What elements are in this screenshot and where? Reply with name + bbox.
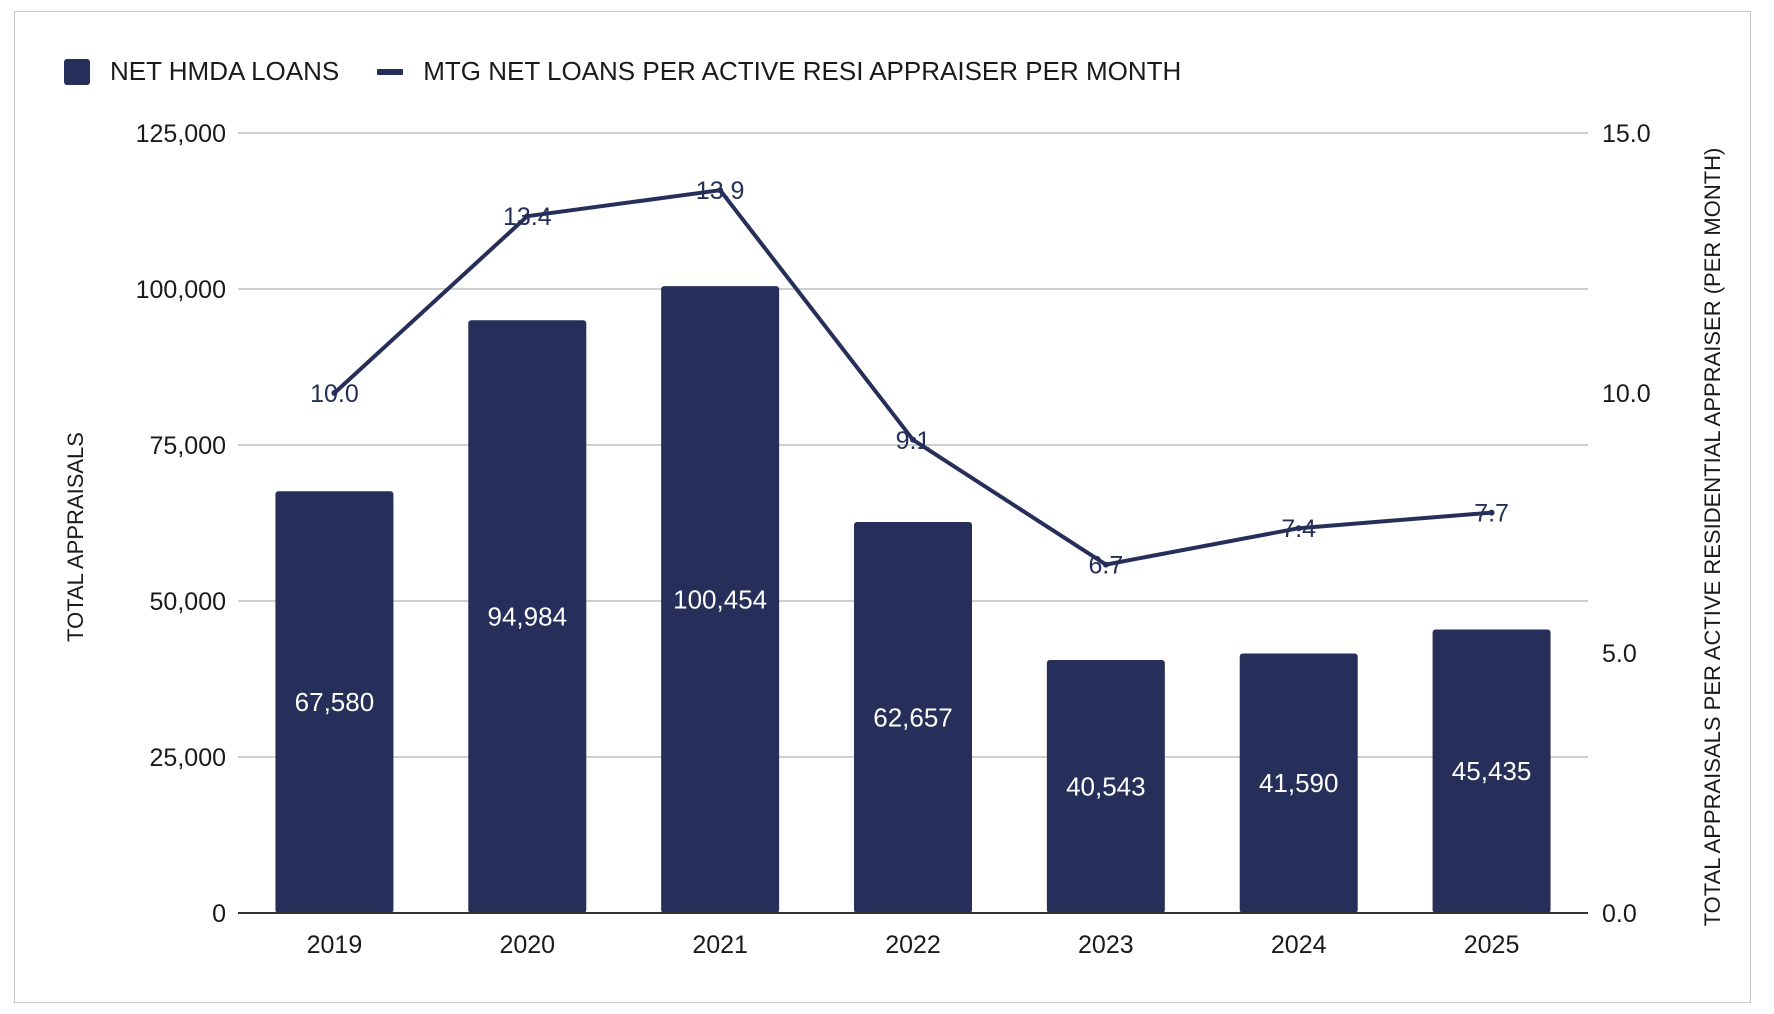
y-tick-label-left: 50,000 (150, 588, 226, 616)
line-data-label: 13.4 (503, 203, 552, 231)
x-tick-label: 2019 (307, 931, 363, 959)
line-point (910, 436, 916, 443)
bar-data-label: 94,984 (488, 602, 568, 632)
legend-bar-swatch (64, 58, 90, 85)
x-tick-label: 2021 (692, 931, 748, 959)
bar (854, 522, 972, 913)
x-tick-label: 2025 (1464, 931, 1520, 959)
y-tick-label-right: 15.0 (1602, 120, 1651, 148)
bar-data-label: 100,454 (673, 585, 767, 615)
legend-label-line: MTG NET LOANS PER ACTIVE RESI APPRAISER … (423, 56, 1182, 86)
x-tick-label: 2020 (499, 931, 555, 959)
line-point (331, 390, 338, 396)
line-data-label: 10.0 (310, 380, 359, 408)
bar-data-label: 40,543 (1066, 772, 1146, 802)
y-tick-label-left: 125,000 (136, 120, 226, 148)
bar (1432, 629, 1551, 913)
y-tick-label-left: 25,000 (150, 744, 226, 772)
bar (661, 286, 780, 913)
line-data-label: 13.9 (696, 177, 745, 205)
y-tick-label-left: 0 (212, 900, 226, 928)
legend-line-swatch (377, 68, 404, 75)
x-tick-label: 2023 (1078, 931, 1134, 959)
bar (468, 320, 587, 914)
legend-label-bars: NET HMDA LOANS (110, 56, 340, 86)
line-data-label: 7.7 (1474, 500, 1509, 528)
line-point (1102, 561, 1109, 568)
line-data-label: 7.4 (1281, 515, 1316, 543)
legend-item-line: MTG NET LOANS PER ACTIVE RESI APPRAISER … (377, 56, 1181, 87)
y-axis-title-right: TOTAL APPRAISALS PER ACTIVE RESIDENTIAL … (1700, 148, 1725, 927)
line-point (1488, 509, 1495, 516)
x-tick-label: 2024 (1271, 931, 1327, 959)
y-tick-label-right: 0.0 (1602, 900, 1637, 928)
bar-data-label: 67,580 (295, 687, 375, 717)
bar-data-label: 45,435 (1452, 756, 1532, 786)
legend-item-bars: NET HMDA LOANS (64, 56, 339, 87)
y-tick-label-right: 5.0 (1602, 640, 1637, 668)
y-tick-label-left: 100,000 (136, 276, 226, 304)
legend: NET HMDA LOANS MTG NET LOANS PER ACTIVE … (64, 56, 1219, 87)
y-tick-label-left: 75,000 (150, 432, 226, 460)
line-point (524, 213, 531, 220)
bar-data-label: 41,590 (1259, 768, 1339, 798)
line-point (1295, 525, 1302, 532)
bar (275, 491, 394, 913)
line-data-label: 6.7 (1088, 552, 1123, 580)
y-tick-label-right: 10.0 (1602, 380, 1651, 408)
y-axis-title-left: TOTAL APPRAISALS (63, 432, 88, 642)
line-data-label: 9.1 (896, 427, 931, 455)
line-point (717, 187, 724, 194)
bar (1046, 660, 1165, 913)
bar-data-label: 62,657 (873, 703, 953, 733)
bar (1239, 653, 1358, 913)
x-tick-label: 2022 (885, 931, 941, 959)
